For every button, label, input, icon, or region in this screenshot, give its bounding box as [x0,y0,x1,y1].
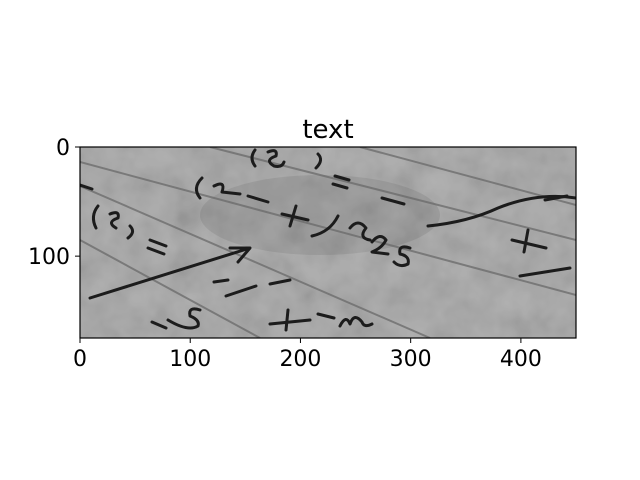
x-tick-label: 100 [169,347,211,372]
x-tick-label: 200 [279,347,321,372]
y-tick-label: 0 [56,136,70,161]
x-tick-label: 400 [500,347,542,372]
y-axis: 0 100 [28,136,80,270]
x-axis: 0 100 200 300 400 [73,338,542,372]
figure-title: text [302,115,353,145]
handwriting [80,148,576,332]
photo-image [80,147,576,338]
x-tick-label: 300 [390,347,432,372]
y-tick-label: 100 [28,245,70,270]
x-tick-label: 0 [73,347,87,372]
axes-frame [79,146,577,339]
